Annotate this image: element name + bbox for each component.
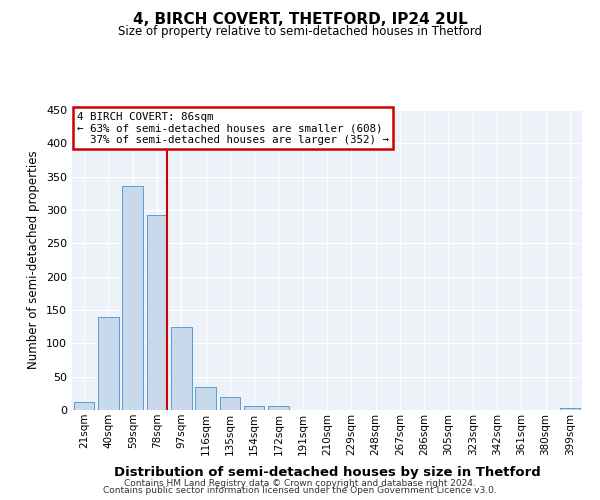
Bar: [220, 398, 240, 410]
Bar: [74, 402, 94, 410]
Text: Contains public sector information licensed under the Open Government Licence v3: Contains public sector information licen…: [103, 486, 497, 495]
Bar: [195, 386, 216, 410]
Text: Contains HM Land Registry data © Crown copyright and database right 2024.: Contains HM Land Registry data © Crown c…: [124, 478, 476, 488]
Bar: [268, 406, 289, 410]
Bar: [244, 406, 265, 410]
Bar: [98, 318, 119, 410]
Text: 4 BIRCH COVERT: 86sqm
← 63% of semi-detached houses are smaller (608)
  37% of s: 4 BIRCH COVERT: 86sqm ← 63% of semi-deta…: [77, 112, 389, 144]
Bar: [171, 326, 191, 410]
Text: 4, BIRCH COVERT, THETFORD, IP24 2UL: 4, BIRCH COVERT, THETFORD, IP24 2UL: [133, 12, 467, 28]
Bar: [560, 408, 580, 410]
Text: Size of property relative to semi-detached houses in Thetford: Size of property relative to semi-detach…: [118, 25, 482, 38]
Y-axis label: Number of semi-detached properties: Number of semi-detached properties: [28, 150, 40, 370]
Bar: [146, 214, 167, 410]
X-axis label: Distribution of semi-detached houses by size in Thetford: Distribution of semi-detached houses by …: [113, 466, 541, 479]
Bar: [122, 186, 143, 410]
